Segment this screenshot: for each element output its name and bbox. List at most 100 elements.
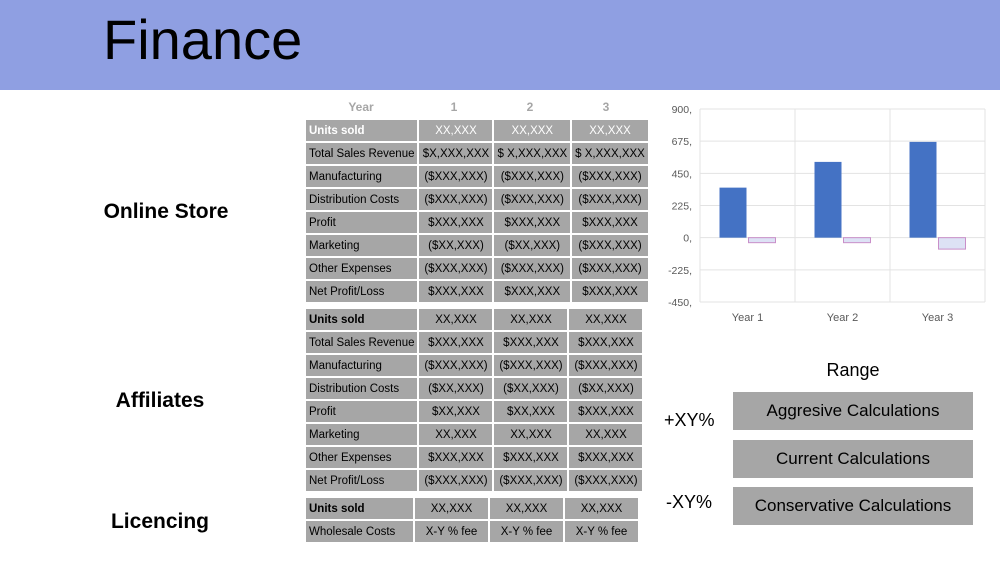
value-cell: ($XXX,XXX) [494, 258, 571, 279]
row-label-cell: Units sold [306, 120, 418, 141]
page-title: Finance [103, 8, 303, 71]
year-header-2: 2 [526, 100, 534, 114]
bar-primary [719, 187, 747, 238]
conservative-calculations-button[interactable]: Conservative Calculations [733, 487, 973, 525]
value-cell: ($XX,XXX) [419, 235, 493, 256]
bar-secondary [843, 237, 871, 244]
row-label-cell: Profit [306, 401, 418, 422]
value-cell: X-Y % fee [415, 521, 488, 542]
value-cell: ($XXX,XXX) [419, 189, 493, 210]
year-header-1: 1 [450, 100, 458, 114]
value-cell: $ X,XXX,XXX [494, 143, 571, 164]
bar-secondary [748, 237, 776, 244]
row-label-cell: Other Expenses [306, 258, 418, 279]
value-cell: XX,XXX [490, 498, 563, 519]
year-header-label: Year [348, 100, 374, 114]
bar-primary [814, 161, 842, 238]
y-tick-label: -450, [668, 297, 692, 309]
table-row: Marketing XX,XXX XX,XXX XX,XXX [306, 424, 643, 445]
table-row: Units sold XX,XXX XX,XXX XX,XXX [306, 309, 643, 330]
value-cell: XX,XXX [419, 309, 493, 330]
minus-percent-label: -XY% [666, 492, 713, 512]
year-header: Year 1 2 3 [306, 100, 646, 118]
value-cell: $XXX,XXX [419, 332, 493, 353]
value-cell: $XXX,XXX [569, 332, 643, 353]
value-cell: XX,XXX [569, 309, 643, 330]
current-calculations-button[interactable]: Current Calculations [733, 440, 973, 478]
value-cell: ($XXX,XXX) [419, 470, 493, 491]
value-cell: ($XXX,XXX) [572, 235, 648, 256]
section-label-online-store: Online Store [103, 200, 229, 223]
row-label-cell: Distribution Costs [306, 378, 418, 399]
row-label-cell: Wholesale Costs [306, 521, 413, 542]
y-tick-label: 0, [683, 233, 692, 245]
value-cell: $XXX,XXX [572, 281, 648, 302]
value-cell: ($XX,XXX) [494, 378, 568, 399]
value-cell: $XX,XXX [494, 401, 568, 422]
value-cell: ($XXX,XXX) [569, 355, 643, 376]
value-cell: $XXX,XXX [494, 212, 571, 233]
table-row: Other Expenses ($XXX,XXX) ($XXX,XXX) ($XXX,… [306, 258, 648, 279]
value-cell: ($XXX,XXX) [572, 166, 648, 187]
value-cell: ($XXX,XXX) [494, 355, 568, 376]
value-cell: XX,XXX [494, 424, 568, 445]
value-cell: ($XXX,XXX) [494, 189, 571, 210]
y-tick-label: 675, [672, 136, 692, 148]
value-cell: ($XX,XXX) [419, 378, 493, 399]
value-cell: $XXX,XXX [569, 447, 643, 468]
plus-percent-label: +XY% [664, 410, 715, 430]
table-row: Profit $XXX,XXX $XXX,XXX $XXX,XXX [306, 212, 648, 233]
section-label-affiliates: Affiliates [115, 389, 205, 412]
value-cell: XX,XXX [565, 498, 638, 519]
value-cell: $XXX,XXX [419, 212, 493, 233]
row-label-cell: Units sold [306, 498, 413, 519]
y-tick-label: 900, [672, 104, 692, 116]
table-row: Total Sales Revenue $XXX,XXX $XXX,XXX $XXX,… [306, 332, 643, 353]
value-cell: XX,XXX [494, 309, 568, 330]
aggressive-calculations-button[interactable]: Aggresive Calculations [733, 392, 973, 430]
table-row: Manufacturing ($XXX,XXX) ($XXX,XXX) ($XXX,X… [306, 355, 643, 376]
value-cell: $XXX,XXX [569, 401, 643, 422]
value-cell: $XXX,XXX [419, 281, 493, 302]
y-tick-label: 450, [672, 168, 692, 180]
value-cell: X-Y % fee [565, 521, 638, 542]
row-label-cell: Manufacturing [306, 166, 418, 187]
y-tick-label: -225, [668, 265, 692, 277]
value-cell: $ X,XXX,XXX [572, 143, 648, 164]
row-label-cell: Distribution Costs [306, 189, 418, 210]
online-store-table: Units sold XX,XXX XX,XXX XX,XXX Total Sales … [304, 118, 650, 304]
row-label-cell: Units sold [306, 309, 418, 330]
table-row: Net Profit/Loss ($XXX,XXX) ($XXX,XXX) ($XXX… [306, 470, 643, 491]
bar-secondary [938, 237, 966, 250]
value-cell: XX,XXX [419, 120, 493, 141]
value-cell: ($XXX,XXX) [419, 258, 493, 279]
header-banner [0, 0, 1000, 90]
year-header-3: 3 [602, 100, 610, 114]
row-label-cell: Net Profit/Loss [306, 470, 418, 491]
value-cell: ($XXX,XXX) [419, 355, 493, 376]
row-label-cell: Manufacturing [306, 355, 418, 376]
value-cell: ($XXX,XXX) [419, 166, 493, 187]
licencing-table: Units sold XX,XXX XX,XXX XX,XXX Wholesale Co… [304, 496, 640, 544]
value-cell: ($XXX,XXX) [494, 166, 571, 187]
value-cell: ($XXX,XXX) [494, 470, 568, 491]
row-label-cell: Net Profit/Loss [306, 281, 418, 302]
table-row: Marketing ($XX,XXX) ($XX,XXX) ($XXX,XXX) [306, 235, 648, 256]
value-cell: $XXX,XXX [494, 281, 571, 302]
row-label-cell: Marketing [306, 235, 418, 256]
x-tick-label: Year 3 [922, 312, 953, 324]
value-cell: $XXX,XXX [494, 447, 568, 468]
table-row: Units sold XX,XXX XX,XXX XX,XXX [306, 498, 638, 519]
value-cell: $XXX,XXX [494, 332, 568, 353]
table-row: Total Sales Revenue $X,XXX,XXX $ X,XXX,XXX… [306, 143, 648, 164]
range-title: Range [826, 360, 880, 380]
table-row: Other Expenses $XXX,XXX $XXX,XXX $XXX,XXX [306, 447, 643, 468]
value-cell: $X,XXX,XXX [419, 143, 493, 164]
value-cell: ($XXX,XXX) [572, 258, 648, 279]
value-cell: XX,XXX [569, 424, 643, 445]
affiliates-table: Units sold XX,XXX XX,XXX XX,XXX Total Sales … [304, 307, 644, 493]
bar-primary [909, 141, 937, 238]
row-label-cell: Profit [306, 212, 418, 233]
table-row: Wholesale Costs X-Y % fee X-Y % fee X-Y % f… [306, 521, 638, 542]
y-tick-label: 225, [672, 201, 692, 213]
